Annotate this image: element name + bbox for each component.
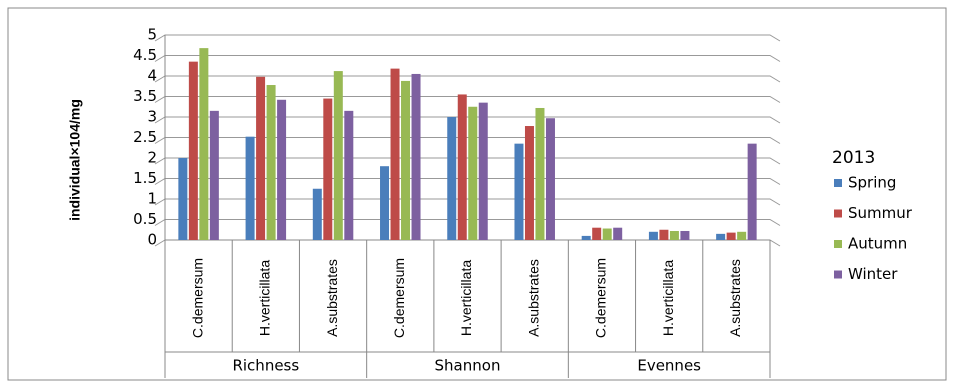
y-tick-label: 4.5	[133, 46, 157, 64]
y-tick-label: 5	[147, 26, 157, 44]
bar	[245, 136, 255, 240]
grid-line	[154, 55, 781, 62]
bar	[478, 102, 488, 241]
legend-title: 2013	[832, 148, 875, 168]
bar	[726, 232, 736, 240]
bar	[312, 188, 322, 240]
bar	[401, 80, 411, 240]
grid-line	[154, 137, 781, 144]
y-tick-label: 1.5	[133, 169, 157, 187]
grid-line	[154, 75, 781, 83]
bar	[514, 143, 524, 240]
grid-line	[154, 116, 781, 124]
legend-label: Autumn	[848, 235, 907, 253]
y-axis-label: individual×104/mg	[67, 99, 83, 221]
bar	[680, 230, 690, 240]
bar	[659, 229, 669, 240]
grid-line	[154, 219, 781, 226]
bar	[266, 85, 276, 241]
bar	[344, 110, 354, 240]
bar	[333, 71, 343, 240]
legend-label: Summur	[848, 204, 913, 222]
bar	[468, 106, 478, 240]
bar	[535, 107, 545, 240]
y-tick-label: 3.5	[133, 87, 157, 105]
group-label: Shannon	[435, 357, 501, 375]
legend-swatch	[834, 240, 842, 248]
legend-swatch	[834, 270, 842, 279]
bar	[648, 231, 658, 240]
bar	[209, 110, 219, 240]
y-tick-label: 0.5	[133, 210, 157, 228]
bar	[457, 94, 467, 240]
bar	[716, 233, 726, 240]
x-tick-label: A.substrates	[525, 259, 541, 337]
x-tick-label: C.demersum	[593, 258, 609, 338]
y-tick-label: 0	[147, 231, 157, 249]
bar	[602, 228, 612, 240]
bar	[669, 230, 679, 240]
bar	[524, 126, 534, 240]
legend-swatch	[834, 179, 842, 187]
bar	[256, 76, 266, 240]
x-tick-label: C.demersum	[189, 258, 205, 338]
bar	[178, 158, 188, 240]
grid-line	[154, 198, 781, 206]
chart-frame	[7, 7, 947, 381]
bar	[737, 231, 747, 240]
bar	[581, 235, 591, 240]
bar	[188, 61, 198, 241]
grid-line	[154, 178, 781, 185]
bar	[380, 166, 390, 240]
group-label: Richness	[232, 357, 299, 375]
bar	[323, 98, 333, 240]
grid-line	[154, 34, 781, 42]
bar	[545, 118, 555, 240]
x-tick-label: A.substrates	[324, 259, 340, 337]
x-tick-label: H.verticillata	[257, 260, 273, 336]
x-tick-label: C.demersum	[391, 258, 407, 338]
legend-label: Spring	[848, 174, 896, 192]
group-label: Evennes	[637, 357, 701, 375]
bar	[390, 68, 400, 241]
x-tick-label: A.substrates	[727, 259, 743, 337]
x-tick-label: H.verticillata	[458, 260, 474, 336]
y-tick-label: 3	[147, 108, 157, 126]
bar	[411, 73, 421, 240]
y-tick-label: 1	[147, 190, 157, 208]
grid-line	[154, 96, 781, 103]
bar	[199, 48, 209, 241]
bar	[592, 227, 602, 240]
grid-line	[154, 239, 781, 247]
bar	[747, 143, 757, 240]
grid-line	[154, 157, 781, 165]
bar	[277, 99, 287, 240]
y-tick-label: 2	[147, 149, 157, 167]
y-tick-label: 4	[147, 67, 157, 85]
legend-swatch	[834, 209, 842, 218]
x-tick-label: H.verticillata	[660, 260, 676, 336]
legend-label: Winter	[848, 265, 898, 283]
bar	[447, 117, 457, 240]
bar	[613, 227, 623, 240]
y-tick-label: 2.5	[133, 128, 157, 146]
